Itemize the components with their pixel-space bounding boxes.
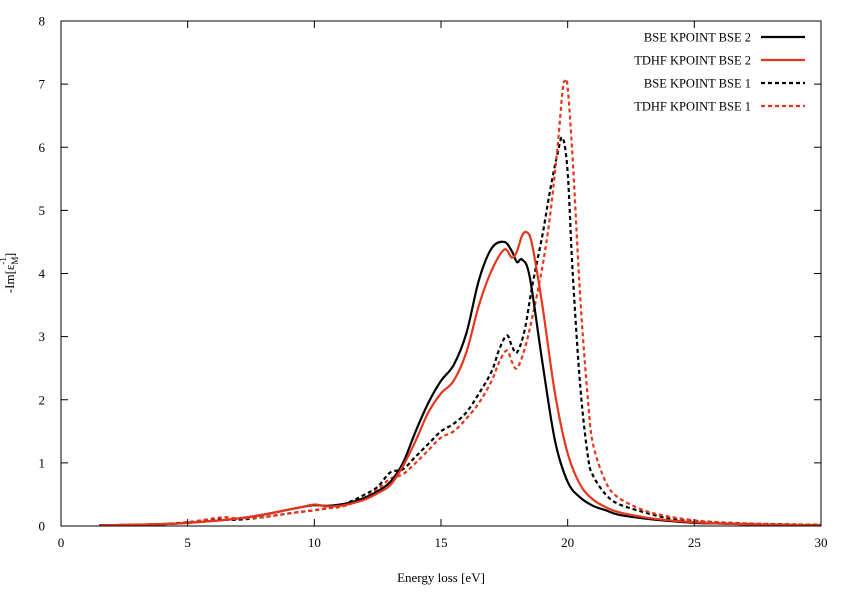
legend: BSE KPOINT BSE 2 TDHF KPOINT BSE 2 BSE KPO… — [634, 31, 805, 114]
x-axis-title: Energy loss [eV] — [397, 570, 485, 585]
x-tick-label: 15 — [435, 535, 448, 550]
y-tick-label: 5 — [39, 203, 46, 218]
x-tick-label: 5 — [184, 535, 191, 550]
y-tick-label: 6 — [39, 140, 46, 155]
y-tick-label: 3 — [39, 329, 46, 344]
y-tick-label: 7 — [39, 77, 46, 92]
x-tick-label: 10 — [308, 535, 321, 550]
legend-label: BSE KPOINT BSE 1 — [644, 77, 751, 91]
x-tick-label: 30 — [815, 535, 828, 550]
y-axis-title: -Im[εM-1] — [0, 253, 20, 293]
y-tick-label: 4 — [39, 266, 46, 281]
series-line-3 — [98, 136, 822, 527]
x-tick-label: 20 — [561, 535, 574, 550]
series-line-2 — [98, 230, 822, 527]
series-line-4 — [98, 77, 822, 527]
x-tick-label: 25 — [688, 535, 701, 550]
legend-label: TDHF KPOINT BSE 2 — [634, 54, 751, 68]
x-axis: 0 5 10 15 20 25 30 — [58, 21, 828, 550]
y-axis: 0 1 2 3 4 5 6 7 8 — [39, 14, 821, 534]
series-line-1 — [98, 240, 822, 527]
plot-frame — [60, 20, 822, 527]
x-tick-label: 0 — [58, 535, 65, 550]
legend-label: BSE KPOINT BSE 2 — [644, 31, 751, 45]
y-tick-label: 8 — [39, 14, 46, 29]
plot-lines — [98, 77, 822, 527]
legend-label: TDHF KPOINT BSE 1 — [634, 100, 751, 114]
y-tick-label: 1 — [39, 455, 46, 470]
y-tick-label: 0 — [39, 519, 46, 534]
y-tick-label: 2 — [39, 392, 46, 407]
